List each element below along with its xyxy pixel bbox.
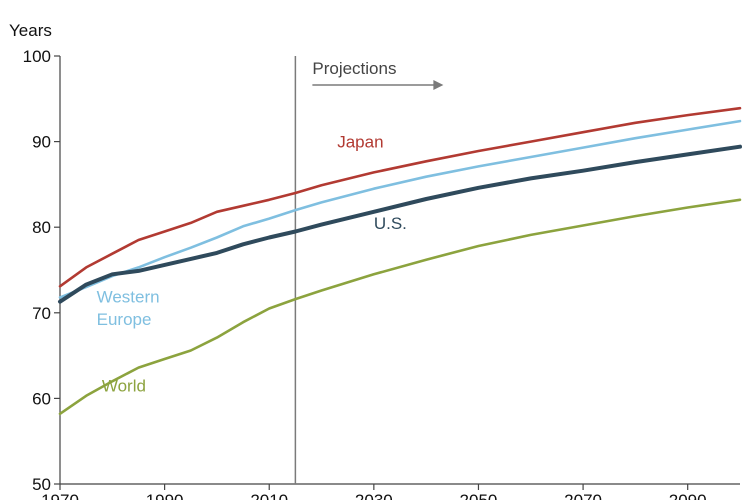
x-tick-label: 2070 [564, 491, 602, 500]
series-line-japan [58, 106, 742, 288]
series-label: Western [97, 288, 160, 307]
x-tick-label: 1990 [146, 491, 184, 500]
series-line-world [58, 198, 742, 416]
series-label: World [102, 377, 146, 396]
x-tick-label: 2090 [669, 491, 707, 500]
series-label: Europe [97, 310, 152, 329]
series-line-u-s [58, 144, 742, 304]
y-tick-label: 90 [32, 133, 51, 152]
y-axis-unit-label: Years [9, 21, 52, 40]
x-tick-label: 2050 [460, 491, 498, 500]
y-tick-label: 100 [23, 47, 51, 66]
y-tick-label: 80 [32, 218, 51, 237]
series-label: Japan [337, 133, 383, 152]
x-tick-label: 1970 [41, 491, 79, 500]
x-tick-label: 2010 [250, 491, 288, 500]
y-tick-label: 70 [32, 304, 51, 323]
x-tick-label: 2030 [355, 491, 393, 500]
y-tick-label: 50 [32, 475, 51, 494]
projections-label: Projections [312, 59, 396, 78]
y-tick-label: 60 [32, 389, 51, 408]
series-line-western-europe [58, 119, 742, 299]
projections-arrow-head [433, 80, 444, 90]
series-label: U.S. [374, 214, 407, 233]
